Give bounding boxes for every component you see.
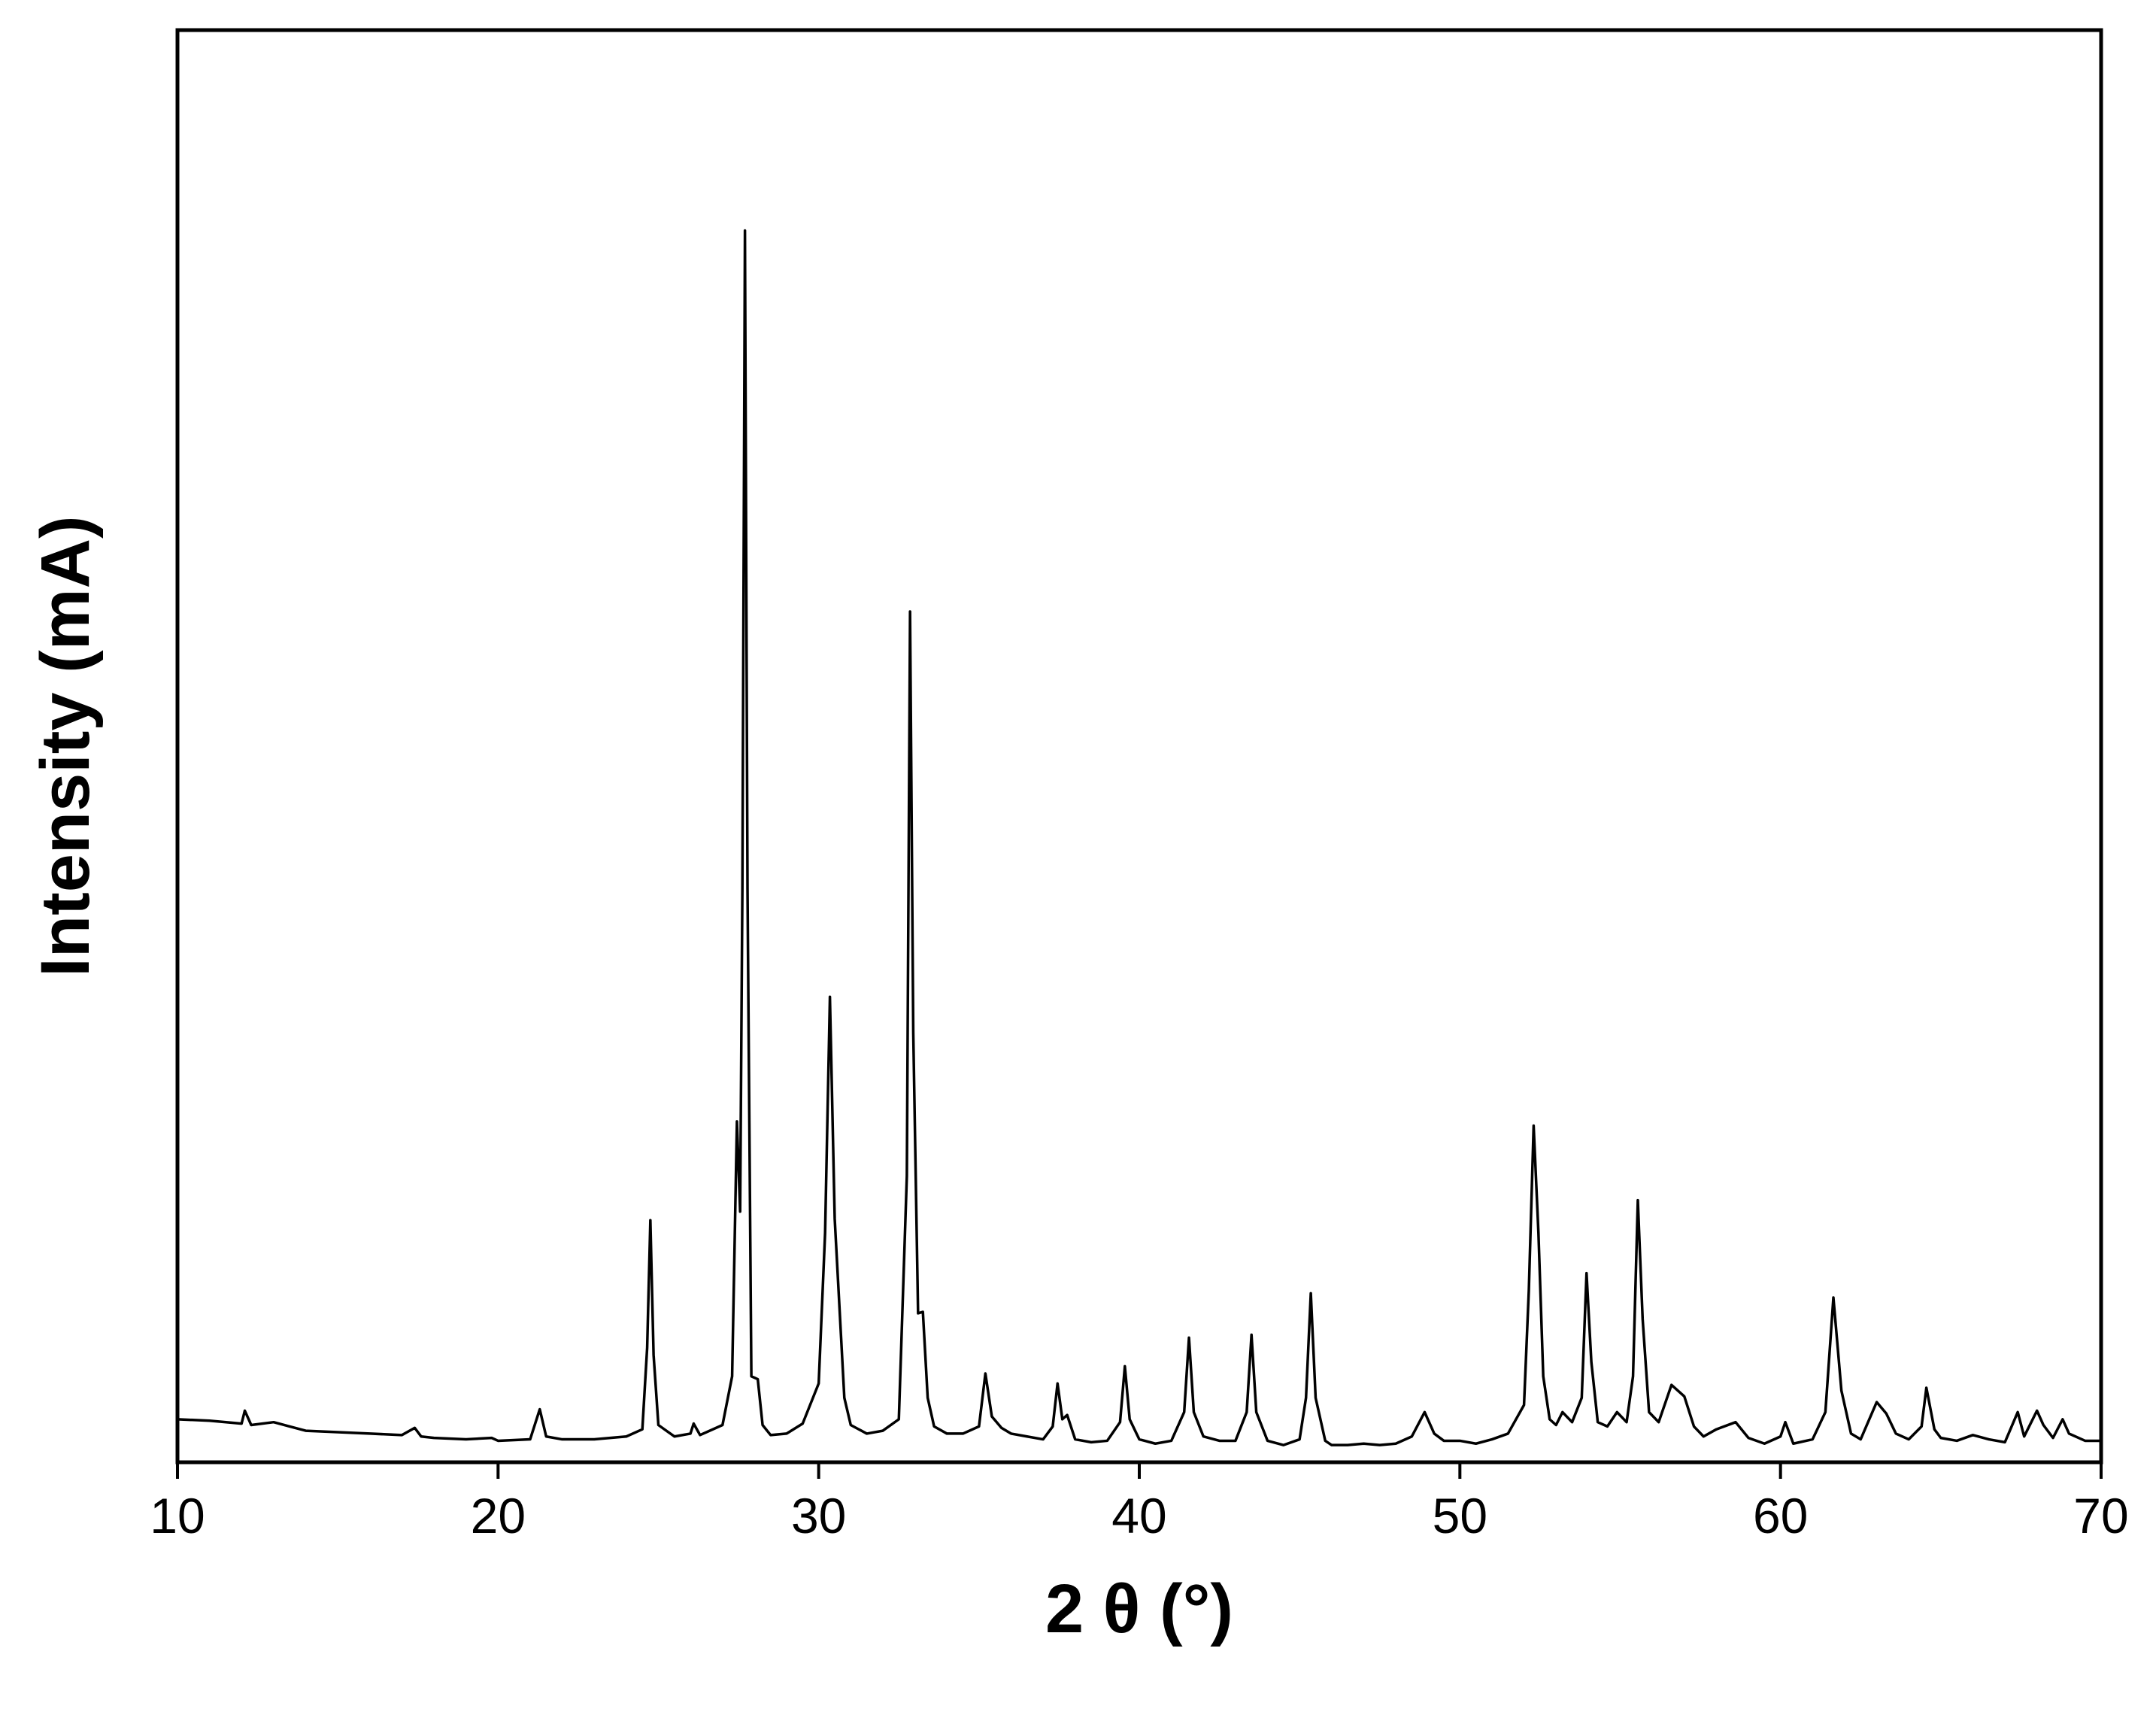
data-line xyxy=(177,229,2101,1446)
x-tick-label: 40 xyxy=(1111,1488,1166,1543)
x-tick-label: 60 xyxy=(1753,1488,1808,1543)
y-axis-title: Intensity (mA) xyxy=(27,515,104,976)
x-tick-label: 20 xyxy=(471,1488,526,1543)
x-tick-label: 70 xyxy=(2073,1488,2128,1543)
x-tick-label: 30 xyxy=(791,1488,846,1543)
plot-frame xyxy=(175,28,2103,1465)
x-axis-title: 2 θ (°) xyxy=(1045,1571,1233,1647)
x-tick-label: 50 xyxy=(1433,1488,1487,1543)
x-tick-label: 10 xyxy=(150,1488,205,1543)
